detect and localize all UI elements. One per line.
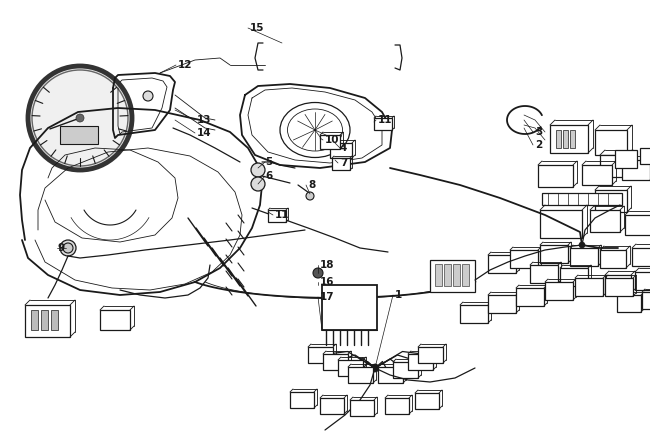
Text: 5: 5 (265, 157, 272, 167)
Text: 9: 9 (57, 243, 64, 253)
Bar (570, 248, 598, 266)
Circle shape (306, 192, 314, 200)
Bar (545, 282, 573, 300)
Bar (348, 367, 373, 383)
Bar (460, 305, 488, 323)
Bar (444, 264, 451, 286)
Bar (385, 398, 409, 414)
Circle shape (32, 70, 128, 166)
Bar (31, 310, 38, 330)
Text: 13: 13 (197, 115, 211, 125)
Bar (268, 210, 286, 222)
Bar (338, 360, 363, 376)
Text: 11: 11 (275, 210, 289, 220)
Bar (538, 165, 573, 187)
Text: 2: 2 (535, 140, 542, 150)
Text: 18: 18 (320, 260, 335, 270)
Text: 11: 11 (378, 115, 393, 125)
Circle shape (251, 163, 265, 177)
Bar (60, 126, 98, 144)
Text: 1: 1 (395, 290, 402, 300)
Bar (374, 118, 392, 130)
Bar (605, 275, 631, 293)
Bar (542, 193, 622, 205)
Text: 16: 16 (320, 277, 335, 287)
Bar (635, 272, 650, 290)
Bar (642, 292, 650, 309)
Bar (640, 148, 650, 164)
Circle shape (63, 243, 73, 253)
Bar (100, 310, 130, 330)
Bar (350, 400, 374, 416)
Bar (488, 295, 516, 313)
Bar (530, 265, 558, 283)
Bar (540, 245, 568, 263)
Bar (488, 255, 516, 273)
Text: 7: 7 (340, 158, 347, 168)
Bar (625, 215, 650, 235)
Text: 15: 15 (250, 23, 265, 33)
Bar (563, 130, 568, 148)
Bar (615, 150, 637, 168)
Bar (575, 278, 603, 296)
Circle shape (60, 240, 76, 256)
Bar (462, 264, 469, 286)
Bar (320, 398, 344, 414)
Bar (418, 347, 443, 363)
Circle shape (76, 114, 84, 122)
Bar (600, 250, 626, 268)
Bar (570, 130, 575, 148)
Text: 6: 6 (265, 171, 272, 181)
Bar (590, 210, 620, 232)
Bar (41, 310, 48, 330)
Bar (582, 165, 612, 185)
Bar (393, 362, 418, 378)
Bar (595, 130, 627, 155)
Circle shape (371, 364, 379, 372)
Bar (51, 310, 58, 330)
Bar (556, 130, 561, 148)
Text: 14: 14 (197, 128, 212, 138)
Bar (632, 248, 650, 266)
Bar (323, 354, 348, 370)
Bar (453, 264, 460, 286)
Bar (415, 393, 439, 409)
Circle shape (579, 242, 585, 248)
Circle shape (143, 91, 153, 101)
Bar (605, 278, 633, 296)
Circle shape (251, 177, 265, 191)
Text: 8: 8 (308, 180, 315, 190)
Bar (332, 158, 350, 170)
Circle shape (313, 268, 323, 278)
Bar (378, 367, 403, 383)
Text: 3: 3 (535, 127, 542, 137)
Text: 10: 10 (325, 135, 339, 145)
Bar (516, 288, 544, 306)
Bar (435, 264, 442, 286)
Text: 4: 4 (340, 143, 347, 153)
Bar (622, 160, 650, 180)
Bar (617, 295, 641, 312)
Bar (430, 260, 475, 292)
Bar (25, 305, 70, 337)
Bar (600, 155, 628, 177)
Bar (550, 125, 588, 153)
Text: 17: 17 (320, 292, 335, 302)
Bar (595, 190, 627, 212)
Bar (308, 347, 333, 363)
Bar (320, 135, 340, 149)
Bar (330, 143, 352, 158)
Bar (408, 354, 433, 370)
Bar (290, 392, 314, 408)
Bar (560, 268, 588, 286)
Bar (510, 250, 538, 268)
Bar (322, 285, 377, 330)
Circle shape (28, 66, 132, 170)
Text: 12: 12 (178, 60, 192, 70)
Bar (540, 210, 582, 238)
